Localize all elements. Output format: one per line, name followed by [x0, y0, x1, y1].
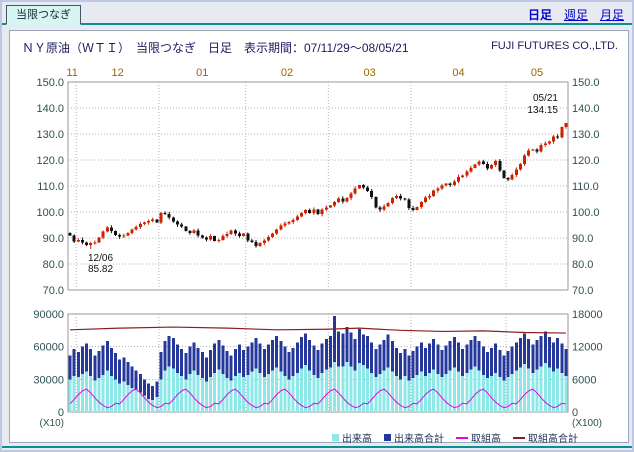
legend-line-marker-icon	[456, 436, 468, 439]
legend-bar-marker-icon	[332, 434, 339, 441]
legend-label: 出来高合計	[394, 434, 444, 445]
legend-item-1: 出来高合計	[384, 430, 444, 445]
legend-label: 出来高	[342, 434, 372, 445]
company-name: FUJI FUTURES CO.,LTD.	[491, 40, 618, 52]
legend-item-2: 取組高	[456, 430, 501, 445]
nav-monthly[interactable]: 月足	[599, 8, 624, 22]
legend-label: 取組高合計	[528, 434, 578, 445]
tab-current-contract[interactable]: 当限つなぎ	[6, 5, 81, 25]
legend-label: 取組高	[471, 434, 501, 445]
legend-bar-marker-icon	[384, 434, 391, 441]
bottom-divider	[2, 446, 632, 448]
timeframe-nav: 日足 週足 月足	[516, 6, 624, 23]
chart-title: ＮＹ原油（ＷＴＩ） 当限つなぎ 日足 表示期間：07/11/29～08/05/2…	[22, 41, 409, 55]
nav-weekly[interactable]: 週足	[563, 8, 588, 22]
legend-item-3: 取組高合計	[513, 430, 578, 445]
nav-daily[interactable]: 日足	[527, 8, 552, 22]
top-divider	[2, 23, 632, 25]
chart-legend: 出来高 出来高合計 取組高 取組高合計	[332, 430, 578, 445]
legend-item-0: 出来高	[332, 430, 372, 445]
chart-panel: ＮＹ原油（ＷＴＩ） 当限つなぎ 日足 表示期間：07/11/29～08/05/2…	[9, 30, 629, 443]
legend-line-marker-icon	[513, 436, 525, 439]
